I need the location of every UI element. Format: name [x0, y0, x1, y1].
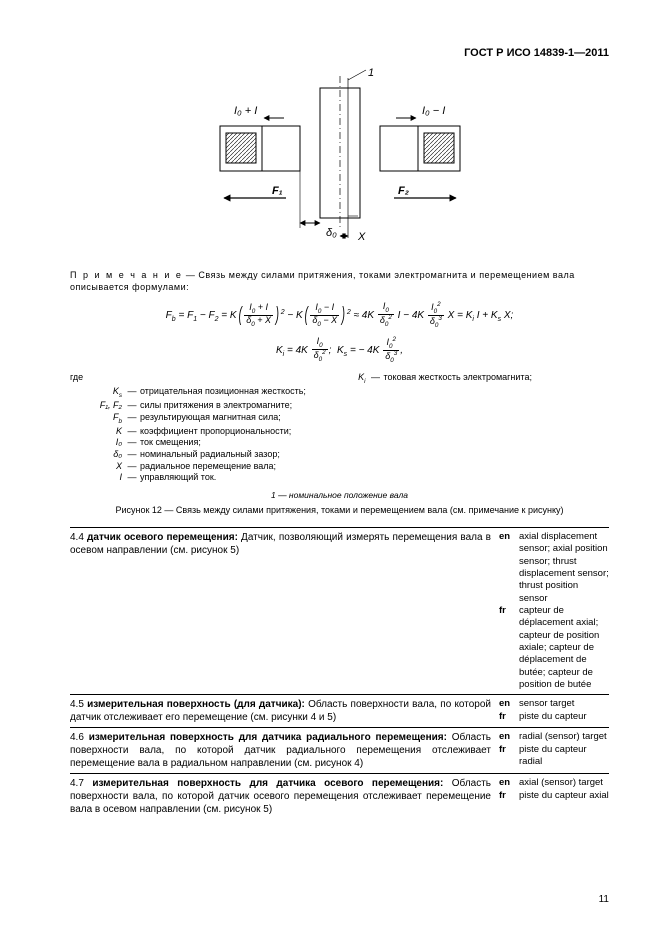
term-en: sensor target [519, 698, 609, 710]
term-fr: piste du capteur axial [519, 790, 609, 802]
term-en: axial (sensor) target [519, 777, 609, 789]
lang-en-label: en [499, 531, 515, 605]
def-symbol: Ks [94, 386, 124, 400]
def-text: управляющий ток. [140, 472, 609, 484]
label-disp: X [357, 231, 366, 243]
term-title: датчик осевого перемещения: [87, 532, 238, 543]
def-dash: — [124, 472, 140, 484]
term-number: 4.5 [70, 699, 87, 710]
def-row: I—управляющий ток. [70, 472, 609, 484]
label-right-current: I₀ − I [422, 105, 445, 117]
def-text: отрицательная позиционная жесткость; [140, 386, 609, 398]
note: П р и м е ч а н и е — Связь между силами… [70, 270, 609, 293]
lang-en-label: en [499, 731, 515, 743]
term-fr: piste du capteur radial [519, 744, 609, 769]
def-text: коэффициент пропорциональности; [140, 426, 609, 438]
lang-fr-label: fr [499, 605, 515, 691]
def-symbol: X [94, 461, 124, 473]
def-symbol: I [94, 472, 124, 484]
term-block: 4.4 датчик осевого перемещения: Датчик, … [70, 531, 609, 691]
divider [70, 773, 609, 774]
definitions: где Ki—токовая жесткость электромагнита;… [70, 372, 609, 484]
def-dash: — [124, 412, 140, 424]
def-symbol: I₀ [94, 437, 124, 449]
doc-header: ГОСТ Р ИСО 14839-1—2011 [70, 46, 609, 60]
term-title: измерительная поверхность для датчика ра… [89, 732, 447, 743]
term-title: измерительная поверхность (для датчика): [87, 699, 305, 710]
defs-lead: где [70, 372, 96, 384]
def-symbol: Fb [94, 412, 124, 426]
figure-12-diagram: 1 I₀ + I I₀ − I F₁ F₂ δ₀ X [70, 68, 609, 262]
def-symbol: K [94, 426, 124, 438]
term-number: 4.4 [70, 532, 87, 543]
def-text: радиальное перемещение вала; [140, 461, 609, 473]
def-row: F₁, F₂—силы притяжения в электромагните; [70, 400, 609, 412]
term-translations: en radial (sensor) target frpiste du capte… [499, 731, 609, 770]
def-symbol: δ₀ [94, 449, 124, 461]
page-number: 11 [599, 893, 609, 906]
term-main: 4.6 измерительная поверхность для датчик… [70, 731, 491, 770]
def-dash: — [124, 449, 140, 461]
term-translations: en sensor target fr piste du capteur [499, 698, 609, 724]
def-symbol: Ki [338, 372, 368, 386]
def-dash: — [124, 386, 140, 398]
def-text: силы притяжения в электромагните; [140, 400, 609, 412]
page: ГОСТ Р ИСО 14839-1—2011 [0, 0, 661, 936]
term-translations: enaxial displacement sensor; axial posit… [499, 531, 609, 691]
divider [70, 727, 609, 728]
divider [70, 694, 609, 695]
def-dash: — [124, 426, 140, 438]
label-top: 1 [368, 68, 374, 79]
term-block: 4.6 измерительная поверхность для датчик… [70, 731, 609, 770]
def-symbol: F₁, F₂ [94, 400, 124, 412]
def-text: номинальный радиальный зазор; [140, 449, 609, 461]
term-main: 4.7 измерительная поверхность для датчик… [70, 777, 491, 816]
figure-legend-key: 1 — номинальное положение вала [70, 490, 609, 501]
term-block: 4.7 измерительная поверхность для датчик… [70, 777, 609, 816]
term-title: измерительная поверхность для датчика ос… [92, 778, 443, 789]
def-text: токовая жесткость электромагнита; [384, 372, 610, 384]
term-main: 4.4 датчик осевого перемещения: Датчик, … [70, 531, 491, 691]
term-en: radial (sensor) target [519, 731, 609, 743]
label-f1: F₁ [272, 185, 283, 197]
figure-caption: Рисунок 12 — Связь между силами притяжен… [70, 505, 609, 517]
def-row: K—коэффициент пропорциональности; [70, 426, 609, 438]
term-block: 4.5 измерительная поверхность (для датчи… [70, 698, 609, 724]
term-number: 4.7 [70, 778, 92, 789]
lang-fr-label: fr [499, 711, 515, 723]
def-dash: — [124, 461, 140, 473]
def-row: Ks—отрицательная позиционная жесткость; [70, 386, 609, 400]
def-row: Fb—результирующая магнитная сила; [70, 412, 609, 426]
def-text: результирующая магнитная сила; [140, 412, 609, 424]
formula-2: Ki = 4K I0δ02; Ks = − 4K I02δ03, [70, 337, 609, 364]
term-main: 4.5 измерительная поверхность (для датчи… [70, 698, 491, 724]
term-fr: piste du capteur [519, 711, 609, 723]
term-translations: en axial (sensor) target fr piste du capteu… [499, 777, 609, 816]
def-dash: — [124, 400, 140, 412]
def-dash: — [368, 372, 384, 384]
note-label: П р и м е ч а н и е [70, 270, 183, 280]
term-number: 4.6 [70, 732, 89, 743]
lang-fr-label: fr [499, 744, 515, 769]
def-row: δ₀—номинальный радиальный зазор; [70, 449, 609, 461]
diagram-svg: 1 I₀ + I I₀ − I F₁ F₂ δ₀ X [190, 68, 490, 258]
def-dash: — [124, 437, 140, 449]
divider [70, 527, 609, 528]
label-gap: δ₀ [326, 227, 337, 239]
term-fr: capteur de déplacement axial; capteur de… [519, 605, 609, 691]
label-f2: F₂ [398, 185, 409, 197]
lang-en-label: en [499, 777, 515, 789]
formula-1: Fb = F1 − F2 = K(I0 + Iδ0 + X)2 − K(I0 −… [70, 302, 609, 329]
def-text: ток смещения; [140, 437, 609, 449]
label-left-current: I₀ + I [234, 105, 257, 117]
lang-fr-label: fr [499, 790, 515, 802]
def-row: I₀—ток смещения; [70, 437, 609, 449]
lang-en-label: en [499, 698, 515, 710]
def-row: X—радиальное перемещение вала; [70, 461, 609, 473]
term-en: axial displacement sensor; axial positio… [519, 531, 609, 605]
